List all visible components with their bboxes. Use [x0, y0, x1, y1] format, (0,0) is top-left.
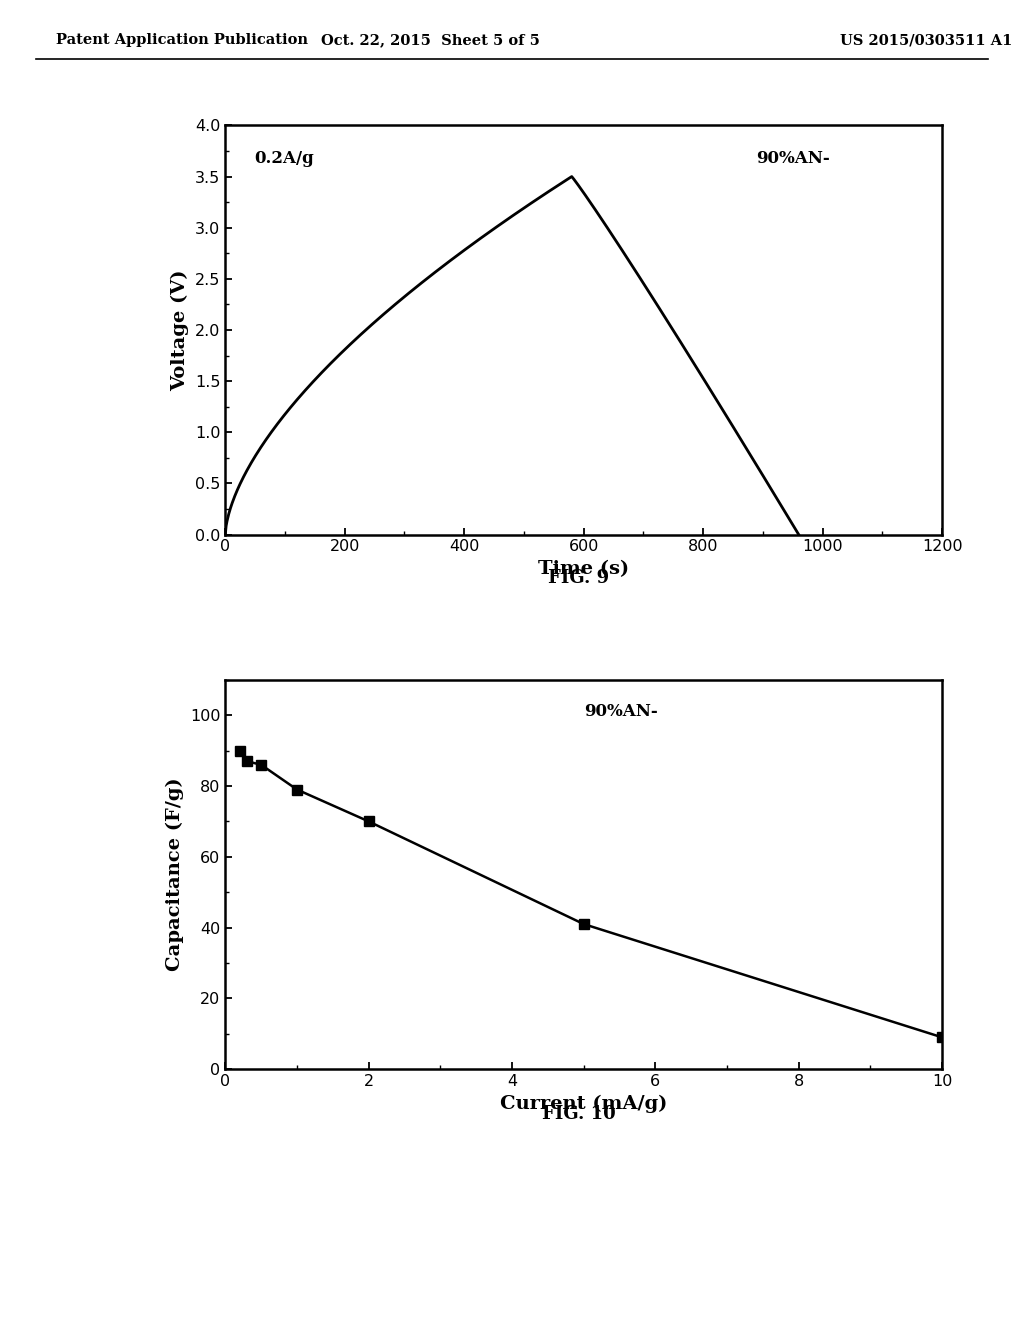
Text: Oct. 22, 2015  Sheet 5 of 5: Oct. 22, 2015 Sheet 5 of 5: [321, 33, 540, 48]
Text: FIG. 9: FIG. 9: [548, 569, 609, 587]
Text: Patent Application Publication: Patent Application Publication: [56, 33, 308, 48]
Text: 90%AN-: 90%AN-: [584, 704, 657, 721]
Y-axis label: Voltage (V): Voltage (V): [171, 269, 189, 391]
X-axis label: Current (mA/g): Current (mA/g): [500, 1094, 668, 1113]
Text: 0.2A/g: 0.2A/g: [254, 150, 313, 166]
Text: 90%AN-: 90%AN-: [756, 150, 829, 166]
Y-axis label: Capacitance (F/g): Capacitance (F/g): [166, 777, 184, 972]
X-axis label: Time (s): Time (s): [539, 560, 629, 578]
Text: US 2015/0303511 A1: US 2015/0303511 A1: [840, 33, 1012, 48]
Text: FIG. 10: FIG. 10: [542, 1105, 615, 1123]
